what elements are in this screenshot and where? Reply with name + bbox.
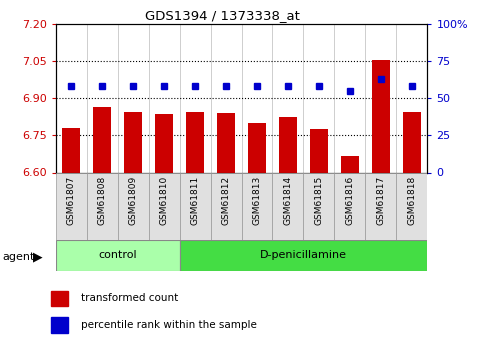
Bar — [93, 107, 112, 172]
Bar — [180, 240, 427, 271]
FancyBboxPatch shape — [397, 172, 427, 240]
Bar — [155, 115, 173, 172]
Text: GSM61808: GSM61808 — [98, 176, 107, 225]
Text: D-penicillamine: D-penicillamine — [260, 250, 347, 260]
Bar — [51, 317, 69, 333]
Text: agent: agent — [2, 252, 35, 262]
Bar — [217, 113, 235, 172]
Text: ▶: ▶ — [33, 250, 43, 264]
Text: GSM61809: GSM61809 — [128, 176, 138, 225]
FancyBboxPatch shape — [56, 172, 86, 240]
Bar — [279, 117, 297, 172]
FancyBboxPatch shape — [86, 172, 117, 240]
Text: control: control — [98, 250, 137, 260]
Text: transformed count: transformed count — [81, 293, 178, 303]
Text: GDS1394 / 1373338_at: GDS1394 / 1373338_at — [145, 9, 299, 22]
Text: GSM61813: GSM61813 — [253, 176, 261, 225]
Text: GSM61814: GSM61814 — [284, 176, 293, 225]
Bar — [341, 156, 359, 172]
FancyBboxPatch shape — [366, 172, 397, 240]
Text: GSM61807: GSM61807 — [67, 176, 75, 225]
Bar — [403, 112, 421, 172]
FancyBboxPatch shape — [303, 172, 334, 240]
FancyBboxPatch shape — [180, 172, 211, 240]
Text: GSM61818: GSM61818 — [408, 176, 416, 225]
FancyBboxPatch shape — [334, 172, 366, 240]
Bar — [372, 60, 390, 172]
Text: GSM61810: GSM61810 — [159, 176, 169, 225]
FancyBboxPatch shape — [242, 172, 272, 240]
Bar — [62, 128, 80, 172]
Text: percentile rank within the sample: percentile rank within the sample — [81, 320, 257, 330]
Text: GSM61815: GSM61815 — [314, 176, 324, 225]
FancyBboxPatch shape — [149, 172, 180, 240]
Text: GSM61811: GSM61811 — [190, 176, 199, 225]
Bar — [124, 112, 142, 172]
FancyBboxPatch shape — [272, 172, 303, 240]
Bar — [248, 123, 266, 172]
Text: GSM61817: GSM61817 — [376, 176, 385, 225]
Bar — [51, 290, 69, 306]
Bar — [56, 240, 180, 271]
Text: GSM61816: GSM61816 — [345, 176, 355, 225]
Bar — [310, 129, 328, 172]
Text: GSM61812: GSM61812 — [222, 176, 230, 225]
FancyBboxPatch shape — [211, 172, 242, 240]
Bar — [186, 112, 204, 172]
FancyBboxPatch shape — [117, 172, 149, 240]
